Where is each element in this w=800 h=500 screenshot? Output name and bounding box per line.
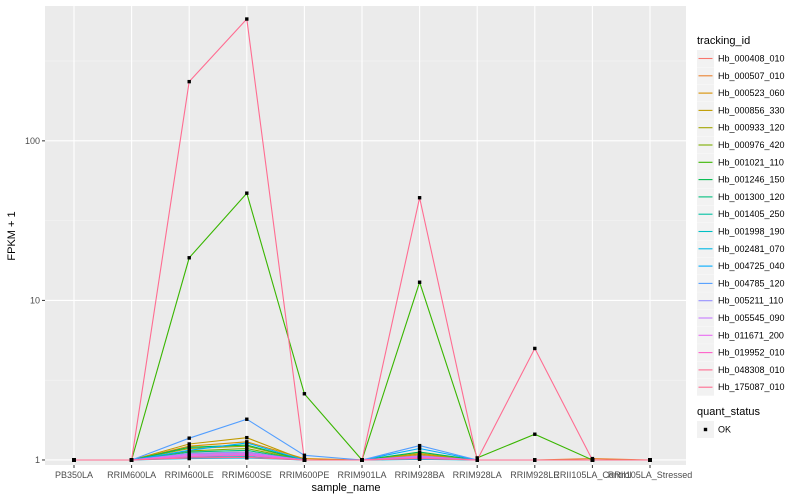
- legend-label: Hb_001246_150: [718, 175, 785, 185]
- legend-label: Hb_000933_120: [718, 123, 785, 133]
- data-point: [129, 458, 134, 462]
- legend-label: Hb_001405_250: [718, 209, 785, 219]
- legend-label: Hb_000523_060: [718, 88, 785, 98]
- data-point: [417, 280, 422, 284]
- legend-label: Hb_000507_010: [718, 71, 785, 81]
- legend-label: Hb_005211_110: [718, 296, 783, 306]
- data-point: [187, 452, 191, 457]
- x-tick-label: RRIM600LE: [165, 470, 214, 480]
- legend-label: Hb_002481_070: [718, 244, 785, 254]
- x-tick-label: RRIM600PE: [279, 470, 329, 480]
- legend-label: Hb_175087_010: [718, 382, 785, 392]
- y-tick-label: 1: [35, 455, 40, 465]
- data-point: [302, 392, 307, 396]
- x-tick-label: PB350LA: [55, 470, 93, 480]
- data-point: [302, 453, 307, 457]
- legend-label: Hb_004785_120: [718, 278, 785, 288]
- legend2-point-swatch: [703, 427, 708, 432]
- y-tick-label: 100: [25, 136, 40, 146]
- x-tick-label: RRIM600LA: [107, 470, 156, 480]
- x-axis: PB350LA RRIM600LA RRIM600LE RRIM600SE RRIM60…: [55, 465, 692, 480]
- legend-label: Hb_001998_190: [718, 227, 785, 237]
- data-point: [187, 448, 191, 452]
- data-points: [72, 17, 652, 462]
- legend-label: Hb_004725_040: [718, 261, 785, 271]
- data-point: [187, 442, 191, 446]
- data-point: [417, 446, 422, 451]
- legend-title: tracking_id: [697, 35, 750, 47]
- data-point: [417, 456, 422, 461]
- y-tick-label: 10: [30, 295, 40, 305]
- data-point: [245, 451, 249, 456]
- data-point: [245, 441, 249, 445]
- data-point: [533, 346, 537, 351]
- x-tick-label: RRII105LA_Stressed: [608, 470, 693, 480]
- legend-label: Hb_005545_090: [718, 313, 785, 323]
- data-point: [245, 435, 249, 440]
- x-tick-label: RRIM928LE: [510, 470, 559, 480]
- legend: tracking_id Hb_000408_010 Hb_000507_010 Hb…: [697, 35, 785, 396]
- legend-label: Hb_048308_010: [718, 365, 785, 375]
- legend-quant-status: quant_status OK: [697, 406, 760, 438]
- data-point: [533, 458, 537, 462]
- x-tick-label: RRIM901LA: [337, 470, 386, 480]
- x-axis-title: sample_name: [311, 482, 380, 494]
- y-axis-title: FPKM + 1: [6, 211, 18, 260]
- data-point: [417, 450, 422, 454]
- data-point: [187, 445, 191, 450]
- data-point: [475, 456, 479, 460]
- x-tick-label: RRII105LA_Control: [553, 470, 631, 480]
- legend-label: Hb_000976_420: [718, 140, 785, 150]
- legend-label: Hb_019952_010: [718, 348, 785, 358]
- data-point: [417, 443, 422, 448]
- data-point: [302, 458, 307, 462]
- data-point: [417, 196, 422, 200]
- data-point: [245, 448, 249, 452]
- x-tick-label: RRIM928LA: [453, 470, 502, 480]
- data-point: [245, 453, 249, 457]
- legend2-title: quant_status: [697, 406, 760, 418]
- data-point: [475, 458, 479, 462]
- x-tick-label: RRIM600SE: [222, 470, 272, 480]
- data-point: [648, 458, 652, 462]
- y-axis: 1 10 100: [25, 136, 45, 465]
- data-point: [360, 458, 364, 462]
- legend2-label: OK: [718, 425, 731, 435]
- data-point: [245, 455, 249, 459]
- x-tick-label: RRIM928BA: [395, 470, 445, 480]
- data-point: [245, 17, 249, 21]
- data-point: [187, 256, 191, 260]
- data-point: [187, 436, 191, 440]
- data-point: [245, 446, 249, 451]
- legend-label: Hb_000856_330: [718, 105, 785, 115]
- data-point: [72, 458, 76, 462]
- data-point: [187, 79, 191, 84]
- data-point: [245, 191, 249, 195]
- data-point: [245, 443, 249, 447]
- legend-label: Hb_001021_110: [718, 157, 784, 167]
- legend-label: Hb_011671_200: [718, 330, 784, 340]
- legend-label: Hb_001300_120: [718, 192, 785, 202]
- data-point: [590, 458, 595, 462]
- legend-label: Hb_000408_010: [718, 54, 785, 64]
- data-point: [533, 432, 537, 436]
- data-point: [245, 417, 249, 421]
- grid-lines: [45, 6, 686, 465]
- data-point: [187, 456, 191, 460]
